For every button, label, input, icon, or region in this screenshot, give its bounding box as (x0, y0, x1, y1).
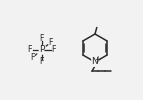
Text: F: F (51, 46, 55, 54)
Text: F: F (30, 53, 35, 62)
Text: P: P (39, 46, 44, 54)
Text: F: F (48, 38, 53, 47)
Text: F: F (39, 57, 44, 66)
Text: F: F (39, 34, 44, 43)
Text: N: N (92, 57, 98, 66)
Text: F: F (27, 46, 32, 54)
Text: +: + (94, 56, 100, 64)
